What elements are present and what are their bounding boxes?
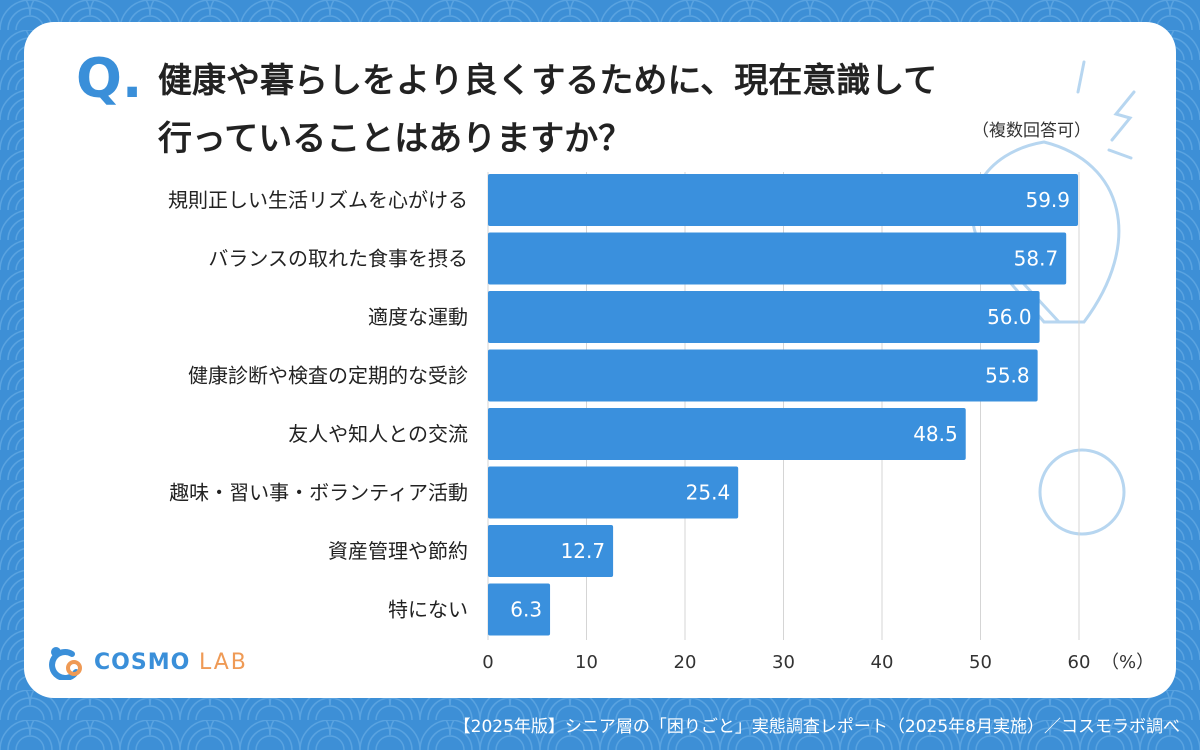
x-tick-label: 40: [871, 652, 894, 673]
x-axis-unit: （%）: [1101, 652, 1154, 673]
bar-value-label: 6.3: [510, 598, 542, 622]
x-tick-label: 10: [575, 652, 598, 673]
category-label: 趣味・習い事・ボランティア活動: [169, 481, 468, 505]
category-label: 資産管理や節約: [328, 539, 468, 563]
bar: [488, 232, 1067, 285]
category-label: 特にない: [388, 598, 468, 622]
multiple-answer-note: （複数回答可）: [972, 121, 1091, 141]
x-tick-label: 60: [1068, 652, 1091, 673]
bar: [488, 291, 1040, 343]
bar-value-label: 58.7: [1014, 247, 1059, 271]
x-tick-label: 30: [772, 652, 795, 673]
category-label: 友人や知人との交流: [288, 422, 468, 446]
logo-text-cosmo: COSMO: [94, 650, 191, 675]
logo-text-lab: LAB: [198, 650, 248, 675]
category-label: 健康診断や検査の定期的な受診: [188, 364, 468, 388]
source-footer: 【2025年版】シニア層の「困りごと」実態調査レポート（2025年8月実施）／コ…: [453, 717, 1180, 737]
x-tick-label: 20: [674, 652, 697, 673]
bar: [488, 174, 1079, 226]
bar-value-label: 48.5: [913, 422, 958, 446]
question-title-line2: 行っていることはありますか？: [158, 119, 633, 159]
logo-wordmark: COSMO LAB: [94, 650, 248, 675]
category-label: バランスの取れた食事を摂る: [208, 247, 468, 271]
bar: [488, 349, 1038, 402]
bar-value-label: 55.8: [985, 364, 1030, 388]
bar-value-label: 12.7: [561, 539, 606, 563]
bar: [488, 583, 551, 636]
bar: [488, 466, 739, 519]
question-mark-q: Q.: [76, 47, 143, 110]
bar: [488, 525, 614, 577]
bar-value-label: 25.4: [686, 481, 731, 505]
bar-chart: 0 10 20 30 40 50 60 （%） 59.9 規則正しい生活リズムを心がける 58.7 バ…: [168, 172, 1154, 673]
bar-value-label: 59.9: [1025, 188, 1070, 212]
chart-card: Q. 健康や暮らしをより良くするために、現在意識して 行っていることはありますか…: [24, 22, 1176, 698]
bar-value-label: 56.0: [987, 305, 1032, 329]
question-title-line1: 健康や暮らしをより良くするために、現在意識して: [158, 61, 938, 101]
category-label: 規則正しい生活リズムを心がける: [168, 188, 468, 212]
bar: [488, 408, 966, 460]
category-label: 適度な運動: [368, 305, 468, 329]
cosmo-lab-logo-icon: [49, 647, 82, 680]
x-tick-label: 50: [969, 652, 992, 673]
x-tick-label: 0: [482, 652, 493, 673]
